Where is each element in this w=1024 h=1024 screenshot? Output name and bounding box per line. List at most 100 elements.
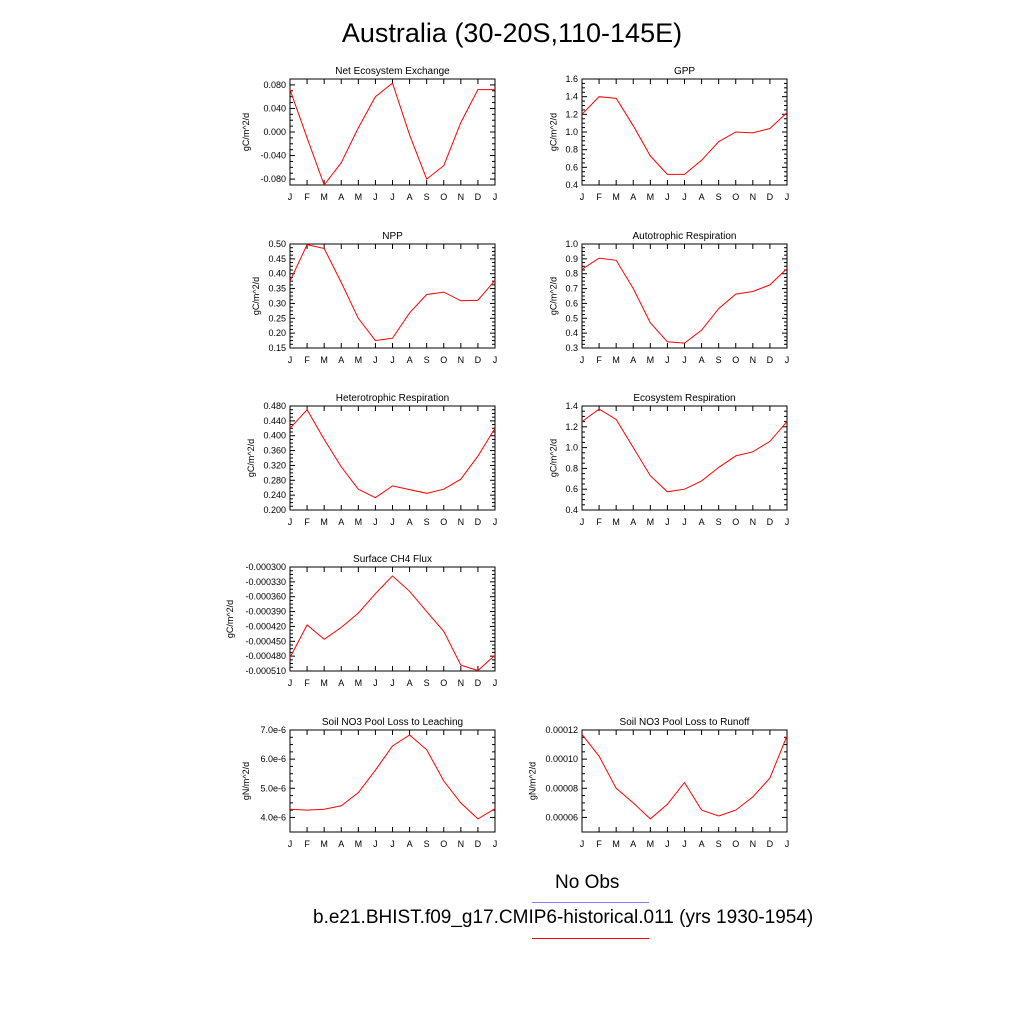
chart-3-ytick-label: 0.15	[268, 343, 286, 353]
chart-3-ytick-label: 0.35	[268, 284, 286, 294]
chart-3-xtick-label: S	[424, 355, 430, 365]
chart-3-xtick-label: A	[407, 355, 413, 365]
chart-1-xtick-label: O	[440, 192, 447, 202]
chart-7-xtick-label: J	[288, 678, 293, 688]
chart-4-ytick-label: 0.6	[565, 298, 578, 308]
chart-3-title: NPP	[382, 231, 403, 242]
chart-6-xtick-label: D	[767, 517, 774, 527]
chart-6-ylabel: gC/m^2/d	[548, 439, 558, 477]
chart-9-xtick-label: J	[580, 839, 585, 849]
chart-4-xtick-label: A	[630, 355, 636, 365]
chart-8-xtick-label: J	[390, 839, 395, 849]
chart-8-xtick-label: F	[304, 839, 310, 849]
chart-1-xtick-label: J	[288, 192, 293, 202]
chart-3-xtick-label: J	[493, 355, 498, 365]
chart-9-xtick-label: J	[682, 839, 687, 849]
chart-8-series-line	[289, 734, 496, 820]
chart-8-ytick-label: 6.0e-6	[260, 754, 286, 764]
chart-2-xtick-label: A	[699, 192, 705, 202]
chart-3-xtick-label: D	[475, 355, 482, 365]
chart-6-xtick-label: M	[612, 517, 620, 527]
chart-4-xtick-label: M	[612, 355, 620, 365]
chart-2-ytick-label: 1.0	[565, 127, 578, 137]
chart-4-ytick-label: 0.3	[565, 343, 578, 353]
chart-3-frame	[289, 243, 496, 349]
chart-7-ytick-label: -0.000480	[245, 651, 286, 661]
chart-6-ytick-label: 0.4	[565, 505, 578, 515]
chart-2-xtick-label: A	[630, 192, 636, 202]
chart-7-xtick-label: S	[424, 678, 430, 688]
chart-4-title: Autotrophic Respiration	[632, 231, 737, 242]
chart-2-ytick-label: 0.6	[565, 162, 578, 172]
chart-1-xtick-label: J	[493, 192, 498, 202]
chart-2-ytick-label: 0.8	[565, 145, 578, 155]
chart-8-ytick-label: 5.0e-6	[260, 783, 286, 793]
chart-9-ytick-label: 0.00010	[545, 754, 578, 764]
chart-2-xtick-label: F	[596, 192, 602, 202]
chart-3-ytick-label: 0.40	[268, 269, 286, 279]
chart-7-xtick-label: N	[458, 678, 465, 688]
chart-6-ytick-label: 1.0	[565, 443, 578, 453]
chart-6-xtick-label: J	[665, 517, 670, 527]
chart-5-xtick-label: M	[355, 517, 363, 527]
chart-5-ytick-label: 0.320	[263, 460, 286, 470]
chart-4-xtick-label: J	[580, 355, 585, 365]
chart-6-xtick-label: M	[647, 517, 655, 527]
chart-1-frame	[289, 78, 496, 186]
chart-7-xtick-label: M	[355, 678, 363, 688]
chart-4-ytick-label: 0.7	[565, 284, 578, 294]
chart-4-xtick-label: M	[647, 355, 655, 365]
chart-5-xtick-label: J	[288, 517, 293, 527]
chart-7-ylabel: gC/m^2/d	[225, 600, 235, 638]
chart-5-xtick-label: D	[475, 517, 482, 527]
chart-7-ytick-label: -0.000450	[245, 636, 286, 646]
chart-3-xtick-label: F	[304, 355, 310, 365]
chart-9-xtick-label: O	[732, 839, 739, 849]
chart-5-ytick-label: 0.280	[263, 475, 286, 485]
chart-5-series-line	[289, 408, 496, 499]
chart-1-xtick-label: N	[458, 192, 465, 202]
chart-5-xtick-label: S	[424, 517, 430, 527]
chart-5-ylabel: gC/m^2/d	[246, 439, 256, 477]
chart-9-title: Soil NO3 Pool Loss to Runoff	[619, 717, 750, 728]
chart-7-xtick-label: J	[493, 678, 498, 688]
chart-4-series-line	[581, 257, 788, 344]
chart-4-xtick-label: D	[767, 355, 774, 365]
chart-4-xtick-label: J	[665, 355, 670, 365]
chart-8-xtick-label: A	[338, 839, 344, 849]
chart-2-ytick-label: 1.2	[565, 109, 578, 119]
chart-1-ytick-label: -0.080	[260, 174, 286, 184]
chart-3-xtick-label: O	[440, 355, 447, 365]
chart-1-ylabel: gC/m^2/d	[241, 113, 251, 151]
chart-4-xtick-label: O	[732, 355, 739, 365]
chart-5-xtick-label: N	[458, 517, 465, 527]
chart-5-xtick-label: A	[338, 517, 344, 527]
chart-3-xtick-label: M	[320, 355, 328, 365]
chart-1-xtick-label: A	[407, 192, 413, 202]
chart-6-xtick-label: F	[596, 517, 602, 527]
chart-1-xtick-label: M	[320, 192, 328, 202]
chart-4-xtick-label: N	[750, 355, 757, 365]
chart-9-xtick-label: A	[699, 839, 705, 849]
chart-7-ytick-label: -0.000360	[245, 592, 286, 602]
chart-5-xtick-label: J	[373, 517, 378, 527]
chart-9-xtick-label: M	[647, 839, 655, 849]
chart-9-xtick-label: S	[716, 839, 722, 849]
chart-2-ytick-label: 0.4	[565, 180, 578, 190]
chart-4-ytick-label: 0.5	[565, 313, 578, 323]
chart-1-xtick-label: F	[304, 192, 310, 202]
chart-3-xtick-label: N	[458, 355, 465, 365]
chart-5-xtick-label: J	[493, 517, 498, 527]
chart-5-ytick-label: 0.480	[263, 401, 286, 411]
chart-7-ytick-label: -0.000390	[245, 607, 286, 617]
chart-5-ytick-label: 0.240	[263, 490, 286, 500]
chart-2-series-line	[581, 96, 788, 175]
chart-4-xtick-label: F	[596, 355, 602, 365]
chart-7-xtick-label: O	[440, 678, 447, 688]
chart-8-xtick-label: M	[355, 839, 363, 849]
chart-9-ytick-label: 0.00008	[545, 783, 578, 793]
chart-6-ytick-label: 1.4	[565, 401, 578, 411]
chart-1-xtick-label: J	[390, 192, 395, 202]
chart-8-xtick-label: A	[407, 839, 413, 849]
chart-6-xtick-label: S	[716, 517, 722, 527]
